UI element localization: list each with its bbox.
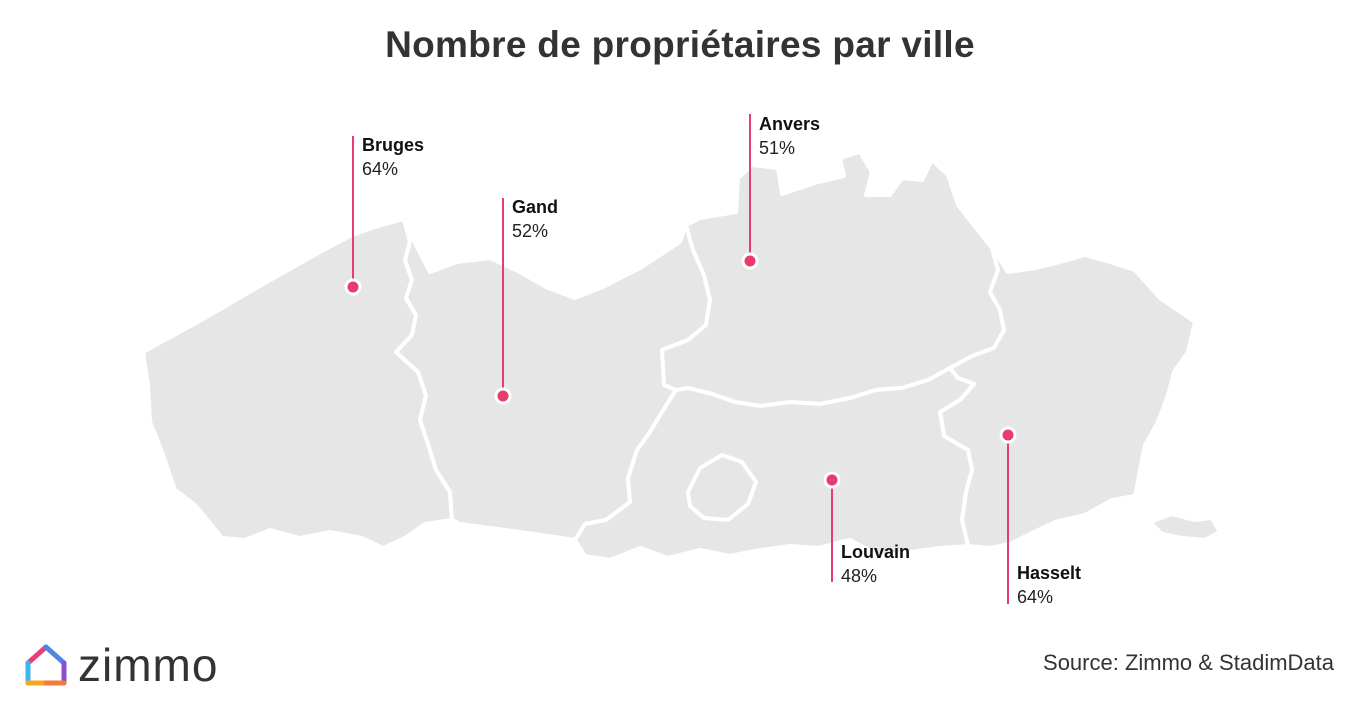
city-label-anvers: Anvers 51% <box>759 112 820 160</box>
province-west-flanders <box>141 217 454 550</box>
marker-anvers <box>741 252 759 270</box>
city-name: Louvain <box>841 542 911 562</box>
city-value: 64% <box>1017 587 1054 607</box>
city-label-gand: Gand 52% <box>512 195 558 243</box>
city-name: Hasselt <box>1017 563 1082 583</box>
city-label-louvain: Louvain 48% <box>841 540 910 588</box>
city-value: 52% <box>512 221 549 241</box>
city-name: Bruges <box>362 135 425 155</box>
page-title: Nombre de propriétaires par ville <box>385 24 975 65</box>
province-limburg <box>938 246 1197 550</box>
city-label-bruges: Bruges 64% <box>362 133 424 181</box>
city-value: 64% <box>362 159 399 179</box>
province-flemish-brabant <box>573 366 976 562</box>
city-value: 48% <box>841 566 878 586</box>
marker-louvain <box>823 471 841 489</box>
city-value: 51% <box>759 138 796 158</box>
region-brussels <box>685 452 759 523</box>
house-logo-icon <box>25 644 67 686</box>
zimmo-logo: zimmo <box>24 640 218 690</box>
marker-bruges <box>344 278 362 296</box>
city-label-hasselt: Hasselt 64% <box>1017 561 1081 609</box>
logo-text: zimmo <box>78 639 219 691</box>
marker-gand <box>494 387 512 405</box>
enclave-voeren <box>1148 512 1222 542</box>
city-name: Anvers <box>759 114 821 134</box>
marker-hasselt <box>999 426 1017 444</box>
source-credit: Source: Zimmo & StadimData <box>1043 650 1334 675</box>
city-name: Gand <box>512 197 559 217</box>
